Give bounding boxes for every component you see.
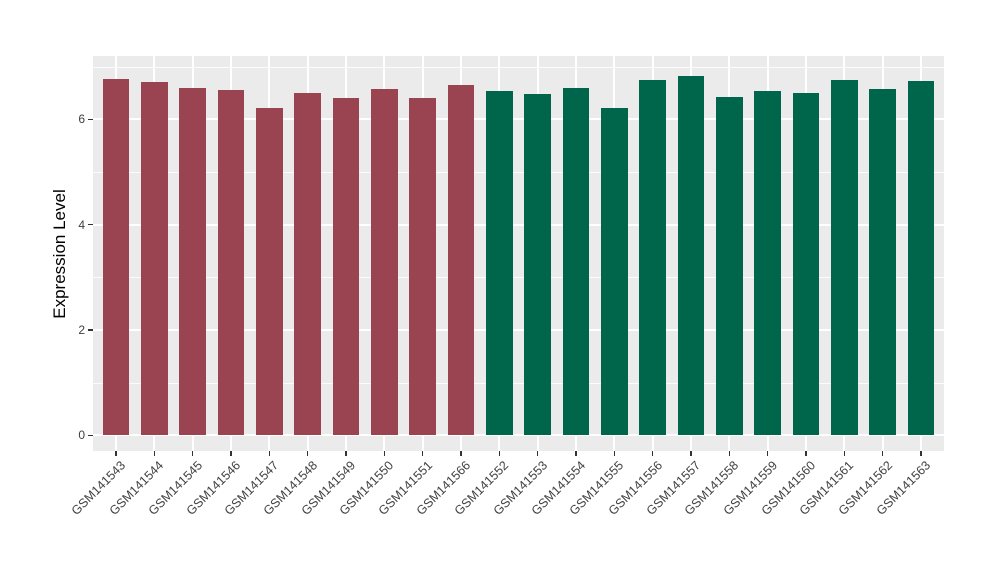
x-tick-mark — [728, 451, 731, 456]
x-tick-mark — [843, 451, 846, 456]
x-tick-mark — [115, 451, 117, 456]
bar — [600, 108, 628, 436]
bar — [447, 85, 475, 436]
x-tick-mark — [268, 451, 271, 456]
bar — [562, 88, 590, 436]
bar — [524, 93, 552, 436]
bar — [907, 80, 935, 436]
gridline-minor — [93, 382, 944, 384]
bar — [485, 91, 513, 436]
bar — [715, 96, 743, 436]
bar — [294, 93, 322, 436]
bar — [179, 87, 207, 436]
x-tick-mark — [345, 451, 347, 456]
x-tick-mark — [766, 451, 769, 456]
x-tick-mark — [613, 451, 616, 456]
y-tick-mark — [88, 329, 93, 331]
y-tick-mark — [88, 223, 93, 226]
x-tick-mark — [230, 451, 232, 456]
x-tick-mark — [153, 451, 156, 456]
y-axis-title: Expression Level — [50, 189, 69, 319]
bar — [140, 82, 168, 436]
bar — [409, 97, 437, 436]
bar — [255, 108, 283, 436]
x-tick-mark — [690, 451, 692, 456]
x-tick-mark — [651, 451, 654, 456]
gridline-major — [93, 223, 944, 226]
x-tick-mark — [920, 451, 922, 456]
bar — [754, 90, 782, 436]
bar — [639, 79, 667, 436]
bar — [677, 75, 705, 436]
x-tick-mark — [460, 451, 462, 456]
bar — [217, 90, 245, 436]
x-tick-mark — [306, 451, 309, 456]
y-tick-mark — [88, 118, 93, 120]
bar — [830, 80, 858, 436]
gridline-minor — [93, 66, 944, 68]
bar — [869, 88, 897, 436]
x-tick-mark — [191, 451, 194, 456]
gridline-major — [93, 328, 944, 331]
y-tick-label: 2 — [78, 322, 85, 337]
x-tick-mark — [421, 451, 424, 456]
y-tick-mark — [88, 434, 93, 436]
x-tick-mark — [575, 451, 577, 456]
x-tick-mark — [383, 451, 386, 456]
bar — [370, 89, 398, 436]
y-tick-label: 0 — [78, 428, 85, 443]
bar — [102, 78, 130, 436]
bar — [792, 92, 820, 436]
gridline-minor — [93, 277, 944, 279]
bar — [332, 97, 360, 436]
y-tick-label: 4 — [78, 217, 85, 232]
plot-panel — [93, 56, 944, 451]
y-tick-label: 6 — [78, 112, 85, 127]
x-tick-mark — [536, 451, 539, 456]
gridline-major — [93, 118, 944, 121]
x-tick-mark — [881, 451, 884, 456]
x-tick-mark — [498, 451, 501, 456]
x-tick-mark — [805, 451, 807, 456]
gridline-major — [93, 434, 944, 437]
gridline-minor — [93, 171, 944, 173]
